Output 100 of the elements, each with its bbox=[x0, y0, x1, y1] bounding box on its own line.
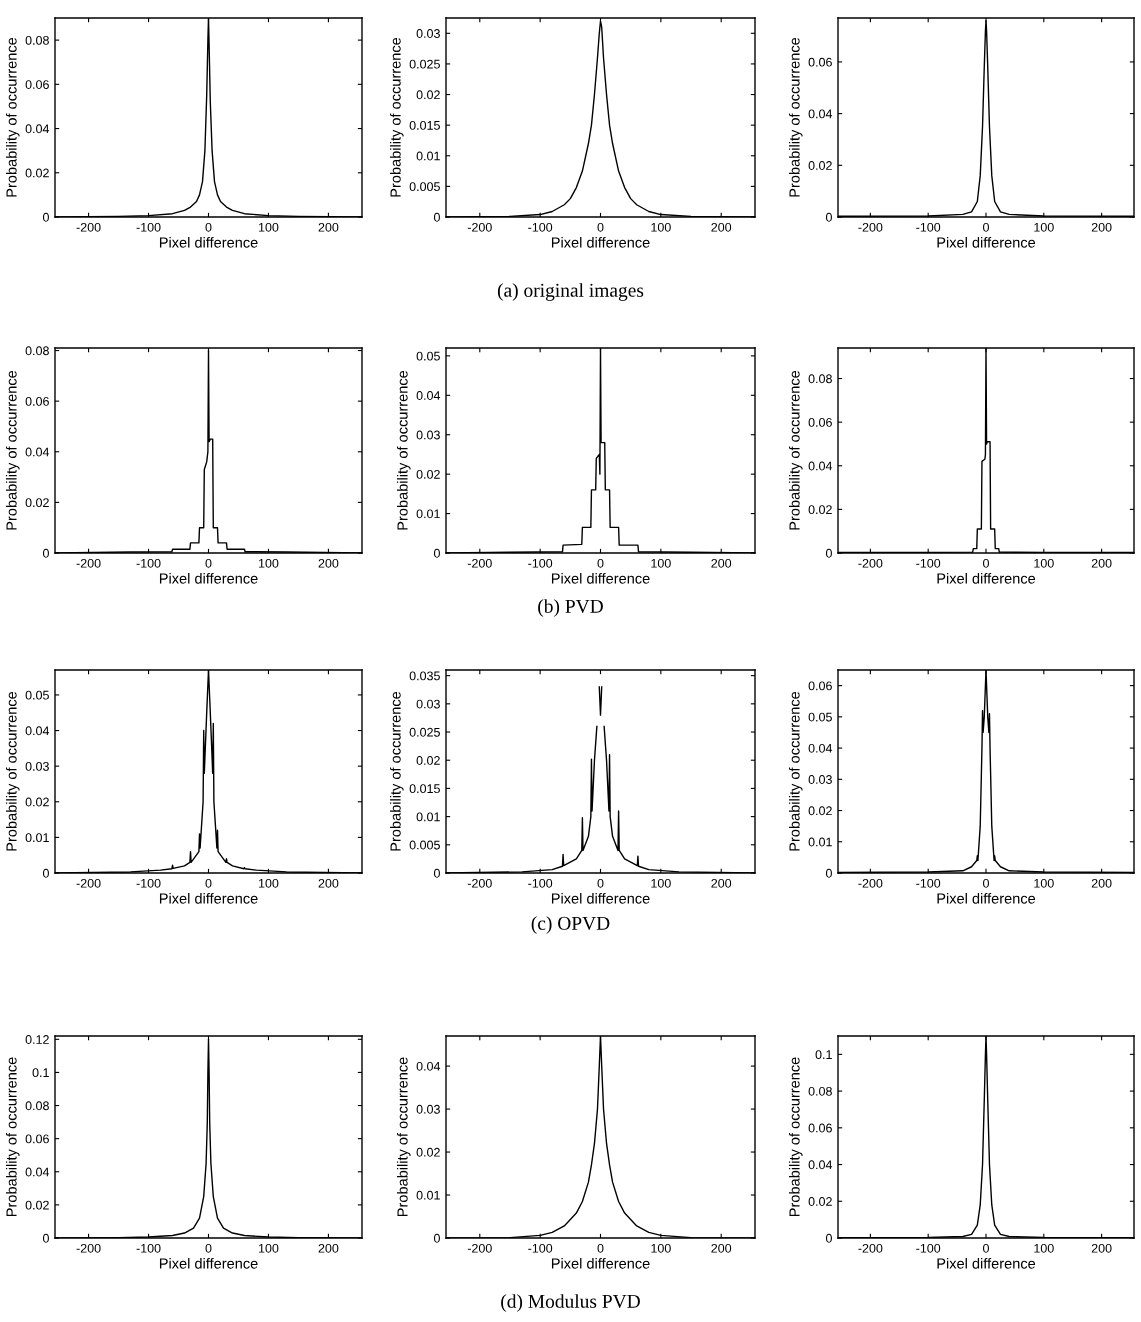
y-tick-label: 0.04 bbox=[25, 1167, 50, 1177]
y-tick-label: 0.06 bbox=[25, 396, 49, 406]
y-tick-label: 0.02 bbox=[25, 168, 49, 178]
x-tick-label: 100 bbox=[258, 878, 279, 888]
x-tick-label: 0 bbox=[597, 1243, 604, 1253]
x-axis-title: Pixel difference bbox=[937, 236, 1036, 248]
y-tick-label: 0 bbox=[433, 868, 440, 878]
x-axis-title: Pixel difference bbox=[551, 236, 650, 248]
y-tick-label: 0.08 bbox=[25, 35, 49, 45]
y-tick-label: 0.02 bbox=[416, 1147, 440, 1157]
y-tick-label: 0 bbox=[433, 548, 440, 558]
y-tick-label: 0.06 bbox=[808, 1123, 832, 1133]
x-tick-label: 0 bbox=[597, 222, 604, 232]
x-tick-label: 0 bbox=[205, 1243, 212, 1253]
x-tick-label: -200 bbox=[467, 1243, 492, 1253]
y-tick-label: 0.08 bbox=[25, 1101, 49, 1111]
x-tick-label: -100 bbox=[916, 558, 941, 568]
x-tick-label: -100 bbox=[136, 222, 161, 232]
x-tick-label: 0 bbox=[205, 222, 212, 232]
y-tick-label: 0 bbox=[825, 1233, 832, 1243]
x-axis-title: Pixel difference bbox=[551, 892, 650, 904]
text: (a) original images bbox=[497, 283, 644, 301]
y-tick-label: 0.05 bbox=[416, 351, 440, 361]
x-tick-label: 100 bbox=[1034, 558, 1054, 568]
y-tick-label: 0.08 bbox=[808, 374, 832, 384]
y-tick-label: 0.06 bbox=[808, 681, 832, 691]
y-tick-label: 0.02 bbox=[25, 797, 49, 807]
x-tick-label: 200 bbox=[318, 222, 339, 232]
y-tick-label: 0.005 bbox=[409, 840, 440, 850]
y-axis-title: Probability of occurrence bbox=[788, 691, 803, 851]
x-tick-label: 200 bbox=[318, 558, 339, 568]
y-tick-label: 0.035 bbox=[409, 671, 440, 681]
x-tick-label: -100 bbox=[528, 1243, 553, 1253]
y-axis-title: Probability of occurrence bbox=[396, 370, 411, 530]
x-tick-label: -200 bbox=[76, 878, 101, 888]
y-axis-title: Probability of occurrence bbox=[5, 370, 20, 530]
x-tick-label: -200 bbox=[76, 1243, 101, 1253]
y-tick-label: 0.04 bbox=[25, 726, 50, 736]
x-axis-title: Pixel difference bbox=[551, 1257, 650, 1269]
x-tick-label: -100 bbox=[136, 558, 161, 568]
y-tick-label: 0.04 bbox=[416, 391, 441, 400]
y-tick-label: 0 bbox=[825, 548, 832, 558]
y-tick-label: 0.01 bbox=[25, 833, 49, 843]
x-tick-label: -200 bbox=[858, 1243, 883, 1253]
x-tick-label: 200 bbox=[1091, 558, 1112, 568]
x-tick-label: -200 bbox=[467, 878, 492, 888]
y-tick-label: 0.015 bbox=[409, 784, 440, 794]
x-tick-label: 100 bbox=[258, 222, 279, 232]
x-tick-label: 0 bbox=[983, 222, 989, 232]
y-tick-label: 0.04 bbox=[808, 1160, 833, 1170]
y-tick-label: 0.01 bbox=[416, 151, 440, 161]
y-tick-label: 0.03 bbox=[416, 699, 440, 709]
y-tick-label: 0.02 bbox=[808, 806, 832, 816]
x-tick-label: 100 bbox=[1034, 878, 1054, 888]
x-tick-label: -200 bbox=[76, 558, 101, 568]
y-tick-label: 0.05 bbox=[25, 690, 49, 700]
x-tick-label: 100 bbox=[651, 558, 671, 568]
x-tick-label: 100 bbox=[258, 558, 279, 568]
x-tick-label: 0 bbox=[205, 878, 212, 888]
x-axis-title: Pixel difference bbox=[937, 572, 1036, 584]
y-tick-label: 0.015 bbox=[409, 120, 440, 130]
y-tick-label: 0 bbox=[433, 1233, 440, 1243]
y-tick-label: 0.03 bbox=[416, 29, 440, 38]
x-tick-label: -200 bbox=[858, 558, 883, 568]
text: (c) OPVD bbox=[531, 916, 610, 934]
x-tick-label: 0 bbox=[205, 558, 212, 568]
x-tick-label: 0 bbox=[983, 558, 989, 568]
y-tick-label: 0.005 bbox=[409, 182, 440, 192]
x-tick-label: -200 bbox=[467, 222, 492, 232]
y-tick-label: 0.025 bbox=[409, 59, 440, 69]
y-tick-label: 0.03 bbox=[416, 430, 440, 440]
x-tick-label: 100 bbox=[651, 878, 671, 888]
y-tick-label: 0 bbox=[433, 212, 440, 222]
y-tick-label: 0 bbox=[42, 868, 49, 878]
y-tick-label: 0.1 bbox=[32, 1068, 49, 1078]
y-tick-label: 0.01 bbox=[416, 812, 440, 822]
y-axis-title: Probability of occurrence bbox=[788, 370, 803, 530]
x-axis-title: Pixel difference bbox=[551, 572, 650, 584]
y-tick-label: 0.1 bbox=[815, 1050, 832, 1060]
y-tick-label: 0.025 bbox=[409, 727, 440, 737]
y-tick-label: 0.03 bbox=[416, 1104, 440, 1114]
x-tick-label: 100 bbox=[1034, 222, 1054, 232]
x-tick-label: 0 bbox=[597, 878, 604, 888]
y-axis-title: Probability of occurrence bbox=[788, 37, 803, 197]
x-axis-title: Pixel difference bbox=[937, 1257, 1036, 1269]
y-tick-label: 0.02 bbox=[416, 90, 440, 100]
y-tick-label: 0.03 bbox=[25, 761, 49, 771]
y-tick-label: 0.01 bbox=[416, 1190, 440, 1200]
x-tick-label: -100 bbox=[528, 222, 553, 232]
x-axis-title: Pixel difference bbox=[159, 236, 258, 248]
x-tick-label: 200 bbox=[1091, 222, 1112, 232]
x-tick-label: 100 bbox=[651, 222, 671, 232]
y-tick-label: 0.02 bbox=[808, 1197, 832, 1206]
y-axis-title: Probability of occurrence bbox=[5, 37, 20, 197]
x-tick-label: 100 bbox=[1034, 1243, 1054, 1253]
x-axis-title: Pixel difference bbox=[159, 1257, 258, 1269]
y-axis-title: Probability of occurrence bbox=[5, 691, 20, 851]
x-tick-label: -200 bbox=[858, 222, 883, 232]
y-tick-label: 0 bbox=[42, 212, 49, 222]
x-axis-title: Pixel difference bbox=[159, 892, 258, 904]
